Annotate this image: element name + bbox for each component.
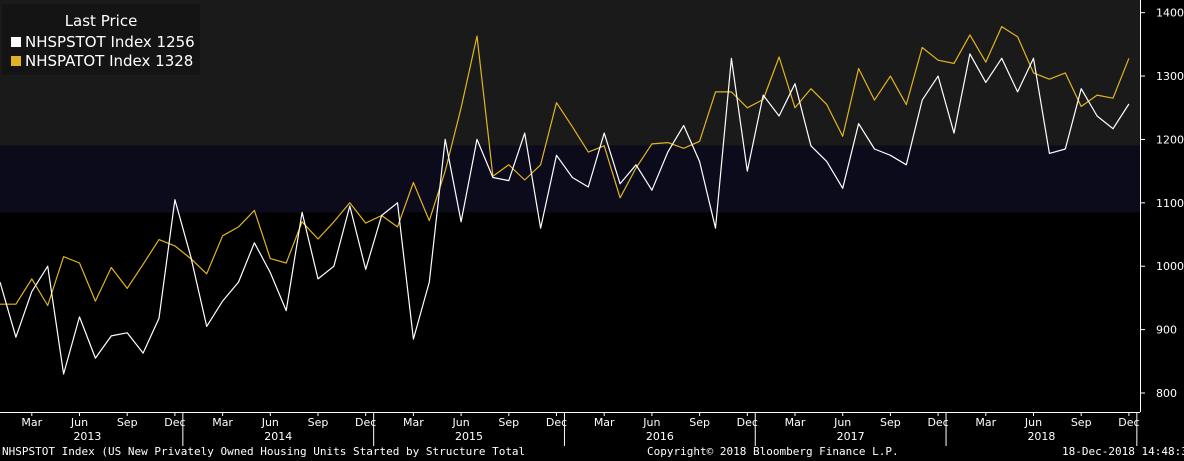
y-tick-label-1000: 1000 <box>1156 260 1184 273</box>
x-tick-label-22: Sep <box>1071 416 1092 429</box>
y-tick-label-800: 800 <box>1156 387 1177 400</box>
x-tick-label-20: Mar <box>975 416 996 429</box>
legend-label-nhspatot: NHSPATOT Index 1328 <box>25 52 194 70</box>
x-tick-label-23: Dec <box>1118 416 1139 429</box>
series-lines <box>0 26 1130 375</box>
x-tick-label-18: Sep <box>880 416 901 429</box>
legend-item-nhspstot: NHSPSTOT Index 1256 <box>11 33 195 51</box>
x-tick-label-15: Dec <box>737 416 758 429</box>
y-tick-label-1100: 1100 <box>1156 197 1184 210</box>
legend-swatch-white <box>11 37 21 47</box>
band-1 <box>0 145 1140 213</box>
year-label-2017: 2017 <box>837 430 865 443</box>
footer-copyright: Copyright© 2018 Bloomberg Finance L.P. <box>647 445 899 458</box>
x-tick-label-16: Mar <box>785 416 806 429</box>
legend-label-nhspstot: NHSPSTOT Index 1256 <box>25 33 195 51</box>
x-tick-label-14: Sep <box>689 416 710 429</box>
legend-item-nhspatot: NHSPATOT Index 1328 <box>11 52 193 70</box>
year-label-2018: 2018 <box>1027 430 1055 443</box>
x-tick-label-17: Jun <box>833 416 851 429</box>
x-tick-label-6: Sep <box>308 416 329 429</box>
footer-description: NHSPSTOT Index (US New Privately Owned H… <box>2 445 526 458</box>
y-tick-label-1400: 1400 <box>1156 7 1184 20</box>
x-tick-label-2: Sep <box>117 416 138 429</box>
year-label-2016: 2016 <box>646 430 674 443</box>
x-tick-label-19: Dec <box>927 416 948 429</box>
series-line-nhspatot <box>0 26 1130 307</box>
legend: Last Price NHSPSTOT Index 1256 NHSPATOT … <box>2 4 200 75</box>
year-label-2013: 2013 <box>73 430 101 443</box>
year-label-2015: 2015 <box>455 430 483 443</box>
x-tick-label-12: Mar <box>594 416 615 429</box>
legend-swatch-gold <box>11 56 21 66</box>
x-tick-label-7: Dec <box>355 416 376 429</box>
legend-title: Last Price <box>64 12 138 30</box>
x-tick-label-0: Mar <box>21 416 42 429</box>
series-line-nhspstot <box>0 53 1130 375</box>
x-tick-label-3: Dec <box>164 416 185 429</box>
x-tick-label-21: Jun <box>1024 416 1042 429</box>
y-tick-label-1300: 1300 <box>1156 70 1184 83</box>
x-tick-label-10: Sep <box>498 416 519 429</box>
x-tick-label-9: Jun <box>452 416 470 429</box>
y-tick-label-900: 900 <box>1156 324 1177 337</box>
axis-ticks: 800 900 1000 1100 1200 1300 1400 Mar Jun Sep Dec Ma… <box>0 0 1184 446</box>
x-tick-label-11: Dec <box>546 416 567 429</box>
price-bands <box>0 0 1140 213</box>
x-tick-label-8: Mar <box>403 416 424 429</box>
x-tick-label-5: Jun <box>261 416 279 429</box>
footer-timestamp: 18-Dec-2018 14:48:30 <box>1062 445 1184 458</box>
x-tick-label-1: Jun <box>70 416 88 429</box>
year-label-2014: 2014 <box>264 430 292 443</box>
x-tick-label-13: Jun <box>642 416 660 429</box>
x-tick-label-4: Mar <box>212 416 233 429</box>
y-tick-label-1200: 1200 <box>1156 133 1184 146</box>
